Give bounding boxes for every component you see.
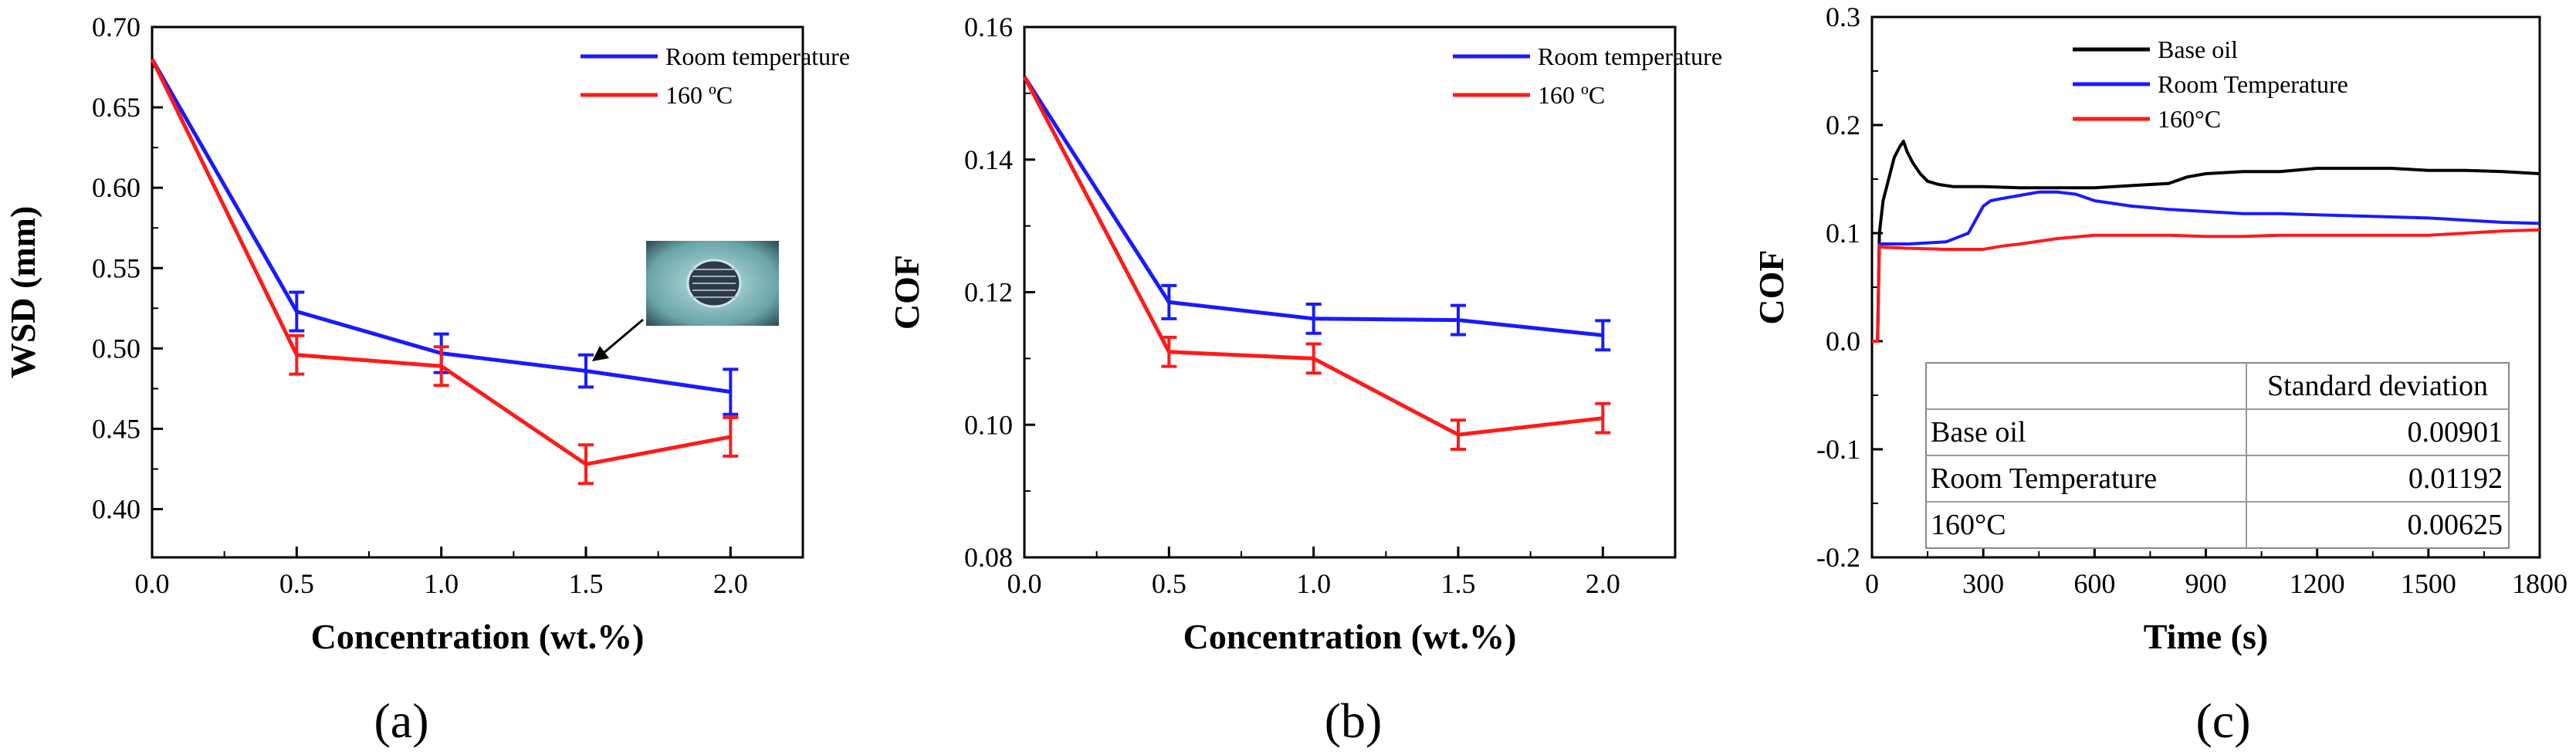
series-line-2 <box>150 58 731 466</box>
y-tick-label: 0.55 <box>92 252 140 283</box>
x-tick-label: 1500 <box>2401 568 2456 599</box>
table-row-name: 160°C <box>1931 509 2006 541</box>
legend-label-1: Room temperature <box>665 42 850 70</box>
x-tick-label: 1.5 <box>1441 568 1476 599</box>
panel-caption: (b) <box>1325 693 1383 748</box>
y-tick-label: 0.1 <box>1826 218 1860 249</box>
x-tick-label: 1.5 <box>569 568 604 599</box>
series-line-1 <box>1022 76 1603 337</box>
plot-frame <box>151 25 804 559</box>
y-tick-label: 0.16 <box>964 12 1013 42</box>
x-axis-label: Time (s) <box>2144 617 2268 656</box>
x-tick-label: 0.5 <box>279 568 314 599</box>
x-axis-label: Concentration (wt.%) <box>311 617 645 656</box>
table-row-name: Room Temperature <box>1931 462 2157 495</box>
x-tick-label: 2.0 <box>1586 568 1620 599</box>
y-tick-label: 0.10 <box>964 409 1013 440</box>
y-tick-label: 0.70 <box>92 12 140 42</box>
x-tick-label: 1.0 <box>1296 568 1331 599</box>
x-tick-label: 2.0 <box>713 568 748 599</box>
annotation-arrow <box>602 318 644 355</box>
x-tick-label: 1.0 <box>424 568 459 599</box>
legend-label-2: Room Temperature <box>2158 70 2348 98</box>
legend-label-1: Base oil <box>2158 36 2238 63</box>
table-row-name: Base oil <box>1931 416 2026 449</box>
y-tick-label: -0.2 <box>1816 542 1860 573</box>
y-tick-label: 0.45 <box>92 413 140 444</box>
y-tick-label: -0.1 <box>1816 434 1860 465</box>
x-axis-label: Concentration (wt.%) <box>1183 617 1517 656</box>
chart-panel-2: 0.0 0.5 1.0 1.5 2.0 0.08 0.10 0.12 0.14 0.16 Conce… <box>887 12 1722 748</box>
table-row-value: 0.00901 <box>2408 416 2503 449</box>
x-tick-label: 600 <box>2073 568 2115 599</box>
y-axis-label: WSD (mm) <box>3 206 42 379</box>
y-tick-label: 0.65 <box>92 92 140 123</box>
panel-caption: (a) <box>374 693 428 748</box>
x-tick-label: 0 <box>1865 568 1879 599</box>
legend-label-2: 160 ºC <box>665 81 733 109</box>
x-tick-label: 1200 <box>2290 568 2345 599</box>
x-tick-label: 900 <box>2185 568 2227 599</box>
table-row-value: 0.01192 <box>2408 462 2503 495</box>
y-tick-label: 0.60 <box>92 172 140 203</box>
y-axis-label: COF <box>1752 249 1791 324</box>
table-header-cell: Standard deviation <box>2267 370 2488 402</box>
y-tick-label: 0.08 <box>964 542 1013 573</box>
y-tick-label: 0.3 <box>1826 2 1860 32</box>
chart-panel-1: 0.0 0.5 1.0 1.5 2.0 0.40 0.45 0.50 0.55 0.60 0.65 0… <box>3 12 850 748</box>
x-tick-label: 0.5 <box>1152 568 1186 599</box>
x-tick-label: 1800 <box>2512 568 2568 599</box>
x-tick-label: 0.0 <box>1007 568 1042 599</box>
series-line-3 <box>1872 228 2540 343</box>
std-dev-table: Standard deviation Base oil 0.00901 Room Te… <box>1925 362 2510 549</box>
legend-label-2: 160 ºC <box>1538 81 1605 109</box>
series-line-1 <box>1872 140 2540 343</box>
y-tick-label: 0.12 <box>964 277 1013 308</box>
y-tick-label: 0.14 <box>964 144 1013 175</box>
chart-panel-3: 0 300 600 900 1200 1500 1800 -0.2 -0.1 0.0 0.1 0.2 0… <box>1752 2 2568 748</box>
x-tick-label: 0.0 <box>135 568 170 599</box>
table-row-value: 0.00625 <box>2408 509 2503 541</box>
x-tick-label: 300 <box>1962 568 2004 599</box>
y-axis-label: COF <box>887 255 926 330</box>
y-tick-label: 0.0 <box>1826 326 1860 357</box>
wear-scar-inset <box>646 241 779 326</box>
panel-caption: (c) <box>2195 693 2250 748</box>
y-tick-label: 0.2 <box>1826 110 1860 141</box>
legend-label-1: Room temperature <box>1538 42 1722 70</box>
legend-label-3: 160°C <box>2158 105 2221 133</box>
y-tick-label: 0.40 <box>92 494 140 525</box>
series-line-2 <box>1022 76 1603 437</box>
arrow-head <box>592 346 609 362</box>
series-line-2 <box>1872 190 2540 343</box>
y-tick-label: 0.50 <box>92 333 140 364</box>
